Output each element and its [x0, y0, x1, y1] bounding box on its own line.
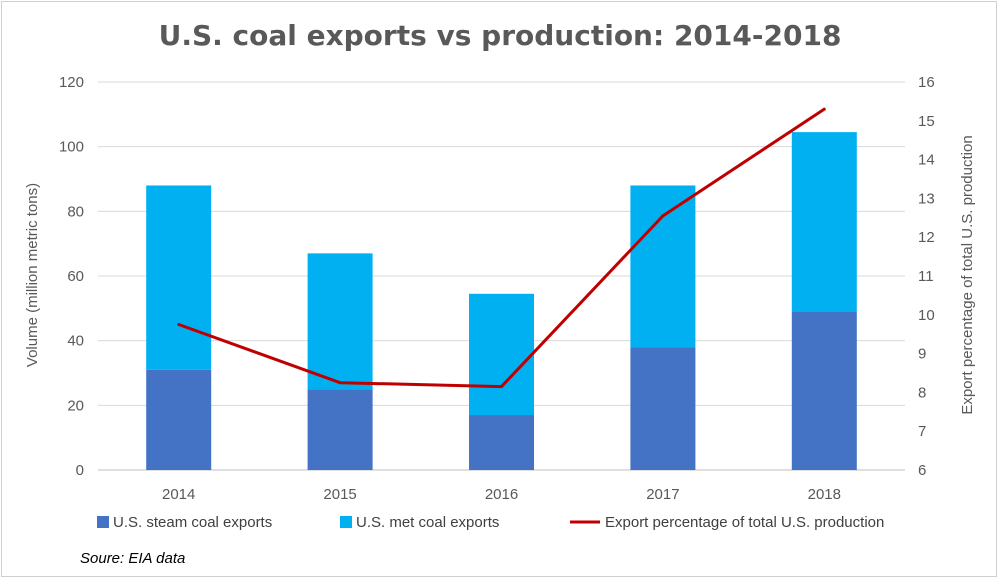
bar-met-coal	[792, 132, 857, 311]
line-point	[177, 323, 180, 326]
y-right-tick-label: 14	[918, 152, 935, 169]
y-right-tick-label: 8	[918, 384, 926, 401]
y-right-tick-label: 10	[918, 307, 935, 324]
y-right-tick-label: 16	[918, 74, 935, 91]
chart: U.S. coal exports vs production: 2014-20…	[0, 0, 1000, 580]
x-axis-ticks: 2014 2015 2016 2017 2018	[162, 486, 841, 503]
x-tick-label: 2018	[808, 486, 841, 503]
y-right-tick-label: 12	[918, 229, 935, 246]
legend: U.S. steam coal exports U.S. met coal exp…	[97, 514, 884, 531]
y-axis-right-ticks: 6 7 8 9 10 11 12 13 14 15 16	[918, 74, 935, 479]
legend-swatch	[97, 516, 109, 528]
chart-title: U.S. coal exports vs production: 2014-20…	[159, 19, 842, 52]
y-left-tick-label: 40	[67, 333, 84, 350]
y-axis-left-title: Volume (million metric tons)	[24, 183, 41, 367]
line-point	[339, 381, 342, 384]
y-right-tick-label: 11	[918, 268, 934, 285]
bar-steam-coal	[630, 347, 695, 470]
bar-met-coal	[308, 253, 373, 389]
y-right-tick-label: 6	[918, 462, 926, 479]
source-note: Soure: EIA data	[80, 550, 185, 567]
legend-label: Export percentage of total U.S. producti…	[605, 514, 884, 531]
line-point	[661, 214, 664, 217]
y-right-tick-label: 7	[918, 423, 926, 440]
legend-swatch	[340, 516, 352, 528]
y-right-tick-label: 13	[918, 190, 935, 207]
legend-label: U.S. steam coal exports	[113, 514, 272, 531]
y-right-tick-label: 15	[918, 113, 935, 130]
y-left-tick-label: 0	[76, 462, 84, 479]
y-left-tick-label: 100	[59, 139, 84, 156]
legend-label: U.S. met coal exports	[356, 514, 499, 531]
bar-steam-coal	[308, 389, 373, 470]
x-tick-label: 2016	[485, 486, 518, 503]
line-point	[500, 385, 503, 388]
line-point	[823, 108, 826, 111]
y-axis-right-title: Export percentage of total U.S. producti…	[959, 135, 976, 414]
y-left-tick-label: 20	[67, 397, 84, 414]
bar-steam-coal	[146, 370, 211, 470]
y-left-tick-label: 60	[67, 268, 84, 285]
y-left-tick-label: 80	[67, 203, 84, 220]
bar-met-coal	[146, 185, 211, 369]
bar-steam-coal	[792, 312, 857, 470]
bars	[146, 132, 857, 470]
y-axis-left-ticks: 0 20 40 60 80 100 120	[59, 74, 84, 479]
x-tick-label: 2015	[323, 486, 356, 503]
x-tick-label: 2017	[646, 486, 679, 503]
y-right-tick-label: 9	[918, 346, 926, 363]
bar-met-coal	[630, 185, 695, 347]
bar-steam-coal	[469, 415, 534, 470]
bar-met-coal	[469, 294, 534, 415]
x-tick-label: 2014	[162, 486, 195, 503]
y-left-tick-label: 120	[59, 74, 84, 91]
